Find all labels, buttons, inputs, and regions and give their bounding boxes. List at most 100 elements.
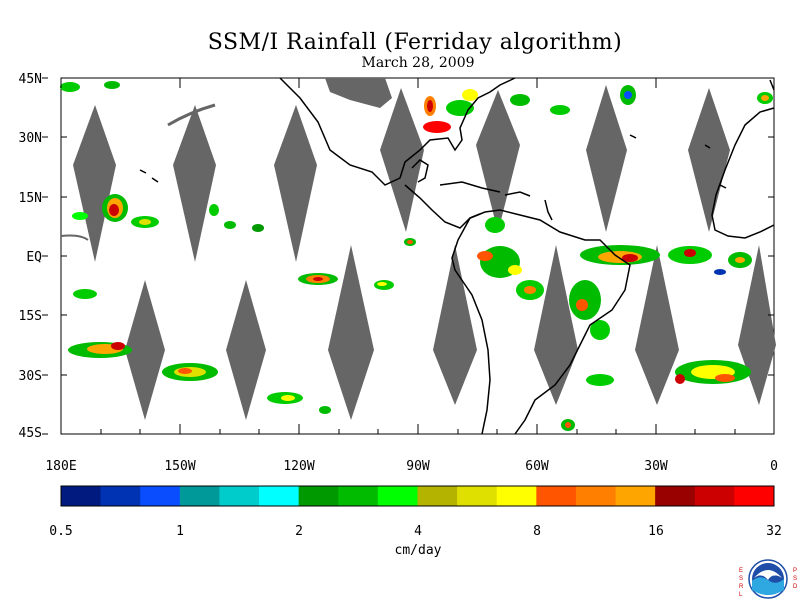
rain-cell xyxy=(377,282,387,286)
colorbar-tick-label: 2 xyxy=(295,524,303,539)
lon-label: 30W xyxy=(644,459,668,474)
colorbar-cell xyxy=(575,486,617,506)
rain-cell xyxy=(139,219,151,225)
lat-label: 15S xyxy=(19,309,42,324)
cuba xyxy=(439,181,501,193)
logo-text: NOAA xyxy=(761,572,776,578)
swath-gap xyxy=(534,245,578,405)
rain-cell xyxy=(104,81,120,89)
yucatan xyxy=(411,159,429,183)
colorbar-frame xyxy=(60,485,775,507)
colorbar-cell xyxy=(734,486,775,506)
lat-label: 45N xyxy=(19,72,42,87)
rain-cell xyxy=(510,94,530,106)
map-title: SSM/I Rainfall (Ferriday algorithm) xyxy=(207,30,623,55)
rain-cell xyxy=(714,269,726,275)
north-america-coast xyxy=(279,77,516,186)
map-frame xyxy=(60,77,775,435)
colorbar-cell xyxy=(417,486,458,506)
africa-coast xyxy=(711,107,775,239)
coastlines xyxy=(139,77,775,435)
antilles xyxy=(544,199,553,221)
colorbar-tick-labels: 0.5 1 2 4 8 16 32 xyxy=(49,524,782,539)
rain-cell xyxy=(477,251,493,261)
rain-cell xyxy=(73,289,97,299)
swath-gap xyxy=(380,88,424,232)
rain-cell xyxy=(427,100,433,112)
swath-gap xyxy=(226,280,266,420)
rain-cell xyxy=(178,368,192,374)
rain-cell xyxy=(624,91,632,99)
lat-label: EQ xyxy=(26,250,42,265)
swath-gap xyxy=(325,78,392,108)
colorbar-tick-label: 4 xyxy=(414,524,422,539)
colorbar-cell xyxy=(457,486,498,506)
rain-cell xyxy=(109,204,119,216)
swath-gap xyxy=(635,245,679,405)
colorbar-cell xyxy=(61,486,102,506)
rain-cell xyxy=(761,95,769,101)
colorbar-cell xyxy=(298,486,339,506)
lat-label: 30N xyxy=(19,131,42,146)
colorbar-cell xyxy=(140,486,181,506)
rain-cell xyxy=(715,374,735,382)
swath-gap xyxy=(173,105,216,262)
hawaii xyxy=(139,169,159,183)
lon-ticks xyxy=(60,78,775,434)
islands xyxy=(629,134,727,189)
colorbar-cell xyxy=(338,486,379,506)
swath-gap xyxy=(73,105,116,262)
rain-cell xyxy=(684,249,696,257)
colorbar-cell xyxy=(694,486,735,506)
rain-cell xyxy=(281,395,295,401)
swath-gap xyxy=(738,245,776,405)
colorbar-tick-label: 8 xyxy=(533,524,541,539)
rain-cell xyxy=(524,286,536,294)
lon-labels: 180E 150W 120W 90W 60W 30W 0 xyxy=(45,459,778,474)
lat-label: 30S xyxy=(19,369,42,384)
rain-cell xyxy=(622,254,638,262)
colorbar-tick-label: 0.5 xyxy=(49,524,72,539)
rain-cell xyxy=(590,320,610,340)
colorbar-cell xyxy=(259,486,300,506)
rain-cell xyxy=(319,406,331,414)
lat-label: 15N xyxy=(19,191,42,206)
rain-cell xyxy=(209,204,219,216)
lat-label: 45S xyxy=(19,426,42,441)
swath-gap xyxy=(125,280,165,420)
colorbar-cell xyxy=(179,486,220,506)
lon-label: 60W xyxy=(525,459,549,474)
lon-label: 90W xyxy=(406,459,430,474)
rain-cell xyxy=(313,277,323,281)
rain-cell xyxy=(423,121,451,133)
rain-cell xyxy=(224,221,236,229)
south-america-coast xyxy=(469,209,631,435)
greenland-edge xyxy=(769,79,775,91)
colorbar-cell xyxy=(496,486,537,506)
rain-cell xyxy=(735,257,745,263)
colorbar-cell xyxy=(219,486,260,506)
rain-cell xyxy=(60,82,80,92)
rain-cell xyxy=(485,217,505,233)
lat-label-ticks xyxy=(42,77,48,435)
swath-gap xyxy=(274,105,317,262)
colorbar-tick-label: 16 xyxy=(648,524,664,539)
swath-gaps xyxy=(60,78,776,420)
swath-gap xyxy=(433,245,477,405)
rain-cell xyxy=(576,299,588,311)
rain-cell xyxy=(407,240,413,244)
hispaniola xyxy=(504,191,531,197)
rain-cell xyxy=(550,105,570,115)
colorbar-cell xyxy=(100,486,141,506)
swath-gap xyxy=(476,90,520,232)
lon-label: 180E xyxy=(45,459,76,474)
map-date: March 28, 2009 xyxy=(361,55,475,71)
rain-cell xyxy=(252,224,264,232)
rain-cell xyxy=(565,422,571,428)
south-america-west xyxy=(451,217,491,435)
colorbar-cell xyxy=(655,486,696,506)
